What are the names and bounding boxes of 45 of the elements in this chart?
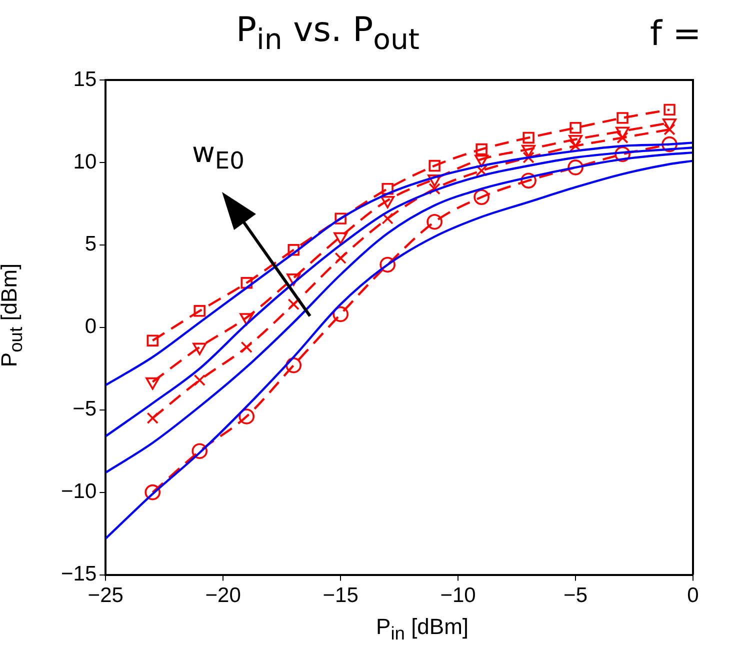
- point: [664, 104, 676, 116]
- point: [616, 112, 628, 124]
- point: [334, 212, 346, 224]
- point: [238, 408, 254, 424]
- x-tick-label: −10: [440, 584, 476, 608]
- y-tick-label: −5: [72, 398, 97, 421]
- point: [240, 277, 252, 289]
- text: f =: [650, 14, 702, 54]
- point: [146, 334, 158, 346]
- y-tick-label: 0: [84, 315, 97, 338]
- point: [380, 256, 396, 273]
- point: [662, 136, 678, 152]
- x-tick-label: −25: [88, 584, 124, 608]
- point: [522, 132, 534, 144]
- point: [192, 443, 208, 459]
- point: [288, 244, 300, 256]
- chart-title: P$_{in}$ vs. P$_{out}$: [236, 10, 420, 56]
- point: [426, 214, 442, 230]
- y-tick-label: 10: [73, 150, 97, 174]
- y-tick-label: 15: [73, 68, 97, 91]
- x-tick-label: −15: [322, 584, 358, 608]
- point: [146, 412, 158, 424]
- point: [520, 172, 536, 189]
- point: [614, 146, 630, 162]
- x-tick-label: 0: [687, 584, 699, 608]
- point: [194, 305, 206, 317]
- point: [286, 357, 302, 374]
- x-tick-label: −20: [205, 584, 241, 608]
- point: [194, 374, 206, 386]
- point: [570, 122, 582, 134]
- x-tick-label: −5: [564, 584, 588, 608]
- point: [382, 183, 394, 195]
- point: [568, 160, 584, 176]
- point: [428, 160, 440, 172]
- point: [474, 189, 490, 206]
- y-tick-label: −15: [60, 562, 97, 586]
- point: [476, 143, 488, 156]
- point: [382, 212, 394, 224]
- y-tick-label: −10: [60, 480, 97, 504]
- point: [332, 306, 348, 322]
- y-tick-label: 5: [84, 232, 97, 256]
- x-axis-title: P$_{in}$ [dBm]: [376, 614, 469, 644]
- point: [522, 152, 534, 164]
- annotation: w$_{E0}$: [192, 136, 244, 175]
- point: [144, 484, 161, 500]
